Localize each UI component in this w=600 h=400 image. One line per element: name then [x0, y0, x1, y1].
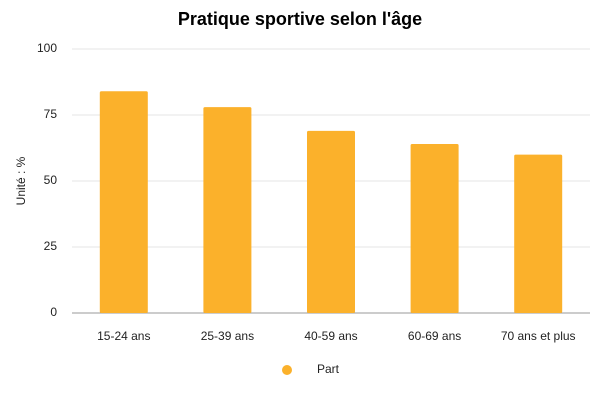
x-tick-label: 70 ans et plus [501, 329, 576, 343]
bar [99, 91, 148, 314]
x-tick-label: 15-24 ans [97, 329, 150, 343]
y-tick-label: 50 [44, 173, 58, 187]
bar [514, 154, 563, 313]
x-tick-label: 40-59 ans [304, 329, 357, 343]
chart-title: Pratique sportive selon l'âge [178, 9, 422, 29]
legend-label: Part [317, 362, 340, 376]
y-tick-label: 75 [44, 107, 58, 121]
y-axis-label: Unité : % [14, 156, 28, 205]
bar [307, 130, 355, 313]
y-tick-label: 25 [44, 239, 58, 253]
bar [410, 144, 459, 313]
legend-marker [282, 365, 292, 375]
x-tick-label: 25-39 ans [201, 329, 254, 343]
y-tick-label: 100 [37, 41, 57, 55]
bar [203, 107, 252, 313]
y-tick-label: 0 [50, 305, 57, 319]
x-tick-label: 60-69 ans [408, 329, 461, 343]
